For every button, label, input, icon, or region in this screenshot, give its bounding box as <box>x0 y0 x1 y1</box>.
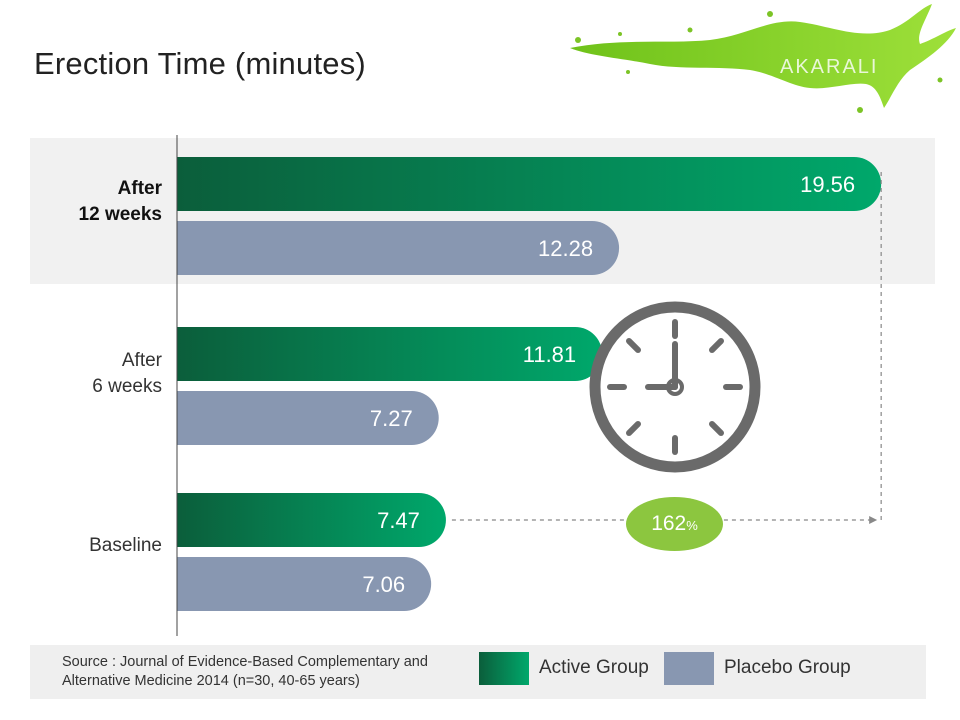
legend-footer: Source : Journal of Evidence-Based Compl… <box>30 645 926 699</box>
active-value-label: 11.81 <box>523 342 576 367</box>
paint-splash-logo <box>570 4 956 113</box>
placebo-value-label: 12.28 <box>538 236 593 261</box>
active-value-label: 19.56 <box>800 172 855 197</box>
active-value-label: 7.47 <box>377 508 420 533</box>
active-bar <box>177 327 603 381</box>
placebo-bar <box>177 391 439 445</box>
category-label-baseline: Baseline <box>89 535 162 556</box>
active-bar <box>177 493 446 547</box>
increase-percentage-value: 162 <box>651 512 687 535</box>
legend-swatch-active <box>479 652 529 685</box>
increase-percentage-unit: % <box>686 518 698 533</box>
bar-chart: 19.56 11.81 7.47 12.28 7.27 7.06 <box>30 135 935 636</box>
legend-label-placebo: Placebo Group <box>724 657 851 678</box>
placebo-value-label: 7.06 <box>362 572 405 597</box>
logo-text: AKARALI <box>780 56 879 78</box>
connector-arrow <box>869 516 878 524</box>
placebo-value-label: 7.27 <box>370 406 413 431</box>
increase-percentage-badge: 162% <box>626 497 723 551</box>
active-bar <box>177 157 882 211</box>
category-label-6-weeks: After 6 weeks <box>92 350 162 397</box>
placebo-bar <box>177 221 620 275</box>
source-citation: Source : Journal of Evidence-Based Compl… <box>62 654 428 689</box>
clock-icon <box>589 301 761 473</box>
legend-label-active: Active Group <box>539 657 649 678</box>
chart-title: Erection Time (minutes) <box>34 46 366 81</box>
legend-swatch-placebo <box>664 652 714 685</box>
placebo-bar <box>177 557 432 611</box>
category-label-12-weeks: After 12 weeks <box>78 178 162 225</box>
